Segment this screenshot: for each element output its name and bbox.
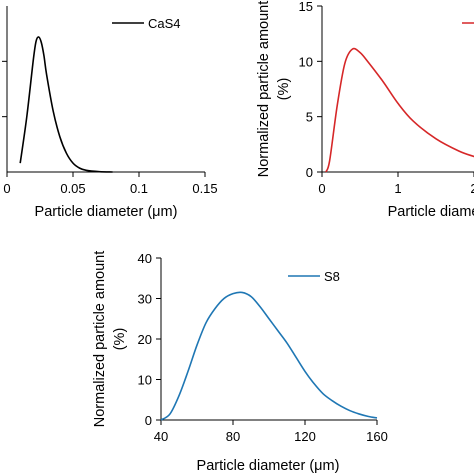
x-axis-label: Particle diameter (μm) [35,204,178,220]
y-tick-label: 0 [306,165,313,180]
x-tick-label: 0.05 [60,181,85,196]
chart-panel-s8: 40 80 120 160 0 10 20 30 40 Particle diameter (μm… [92,251,388,474]
chart-panel-red: 0 1 2 0 5 10 15 Particle diameter Normalized par… [256,0,474,220]
y-tick-label: 15 [299,0,313,14]
y-tick-label: 20 [138,332,152,347]
x-tick-label: 0 [318,181,325,196]
y-axis-label-unit: (%) [112,328,128,351]
y-axis-label: Normalized particle amount [256,1,272,178]
y-tick-label: 40 [138,251,152,266]
legend-label: CaS4 [148,16,181,31]
x-tick-label: 0.1 [130,181,148,196]
series-line [19,36,113,173]
chart-panel-cas4: 0 0.05 0.1 0.15 Particle diameter (μm) CaS4 [2,6,218,220]
y-tick-label: 10 [299,54,313,69]
x-tick-label: 40 [154,429,168,444]
x-tick-label: 80 [226,429,240,444]
y-axis-label: Normalized particle amount [92,251,108,428]
x-axis-label: Particle diameter [388,204,474,220]
x-axis-label: Particle diameter (μm) [197,458,340,474]
y-axis-label-unit: (%) [276,78,292,101]
x-tick-label: 0.15 [192,181,217,196]
y-tick-label: 30 [138,292,152,307]
x-tick-label: 120 [294,429,316,444]
y-tick-label: 10 [138,373,152,388]
series-line [325,47,474,173]
x-tick-label: 160 [366,429,388,444]
y-tick-label: 0 [145,413,152,428]
x-tick-label: 0 [3,181,10,196]
x-tick-label: 2 [470,181,474,196]
y-tick-label: 5 [306,110,313,125]
legend-label: S8 [324,269,340,284]
series-line [160,291,378,421]
x-tick-label: 1 [394,181,401,196]
